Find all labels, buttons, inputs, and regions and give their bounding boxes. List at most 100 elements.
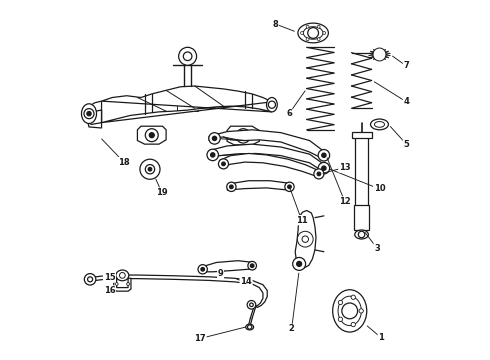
Circle shape bbox=[221, 162, 225, 166]
Polygon shape bbox=[209, 130, 324, 159]
Polygon shape bbox=[114, 278, 131, 291]
Circle shape bbox=[300, 32, 303, 35]
Ellipse shape bbox=[370, 119, 389, 130]
Polygon shape bbox=[88, 101, 101, 128]
Circle shape bbox=[198, 265, 207, 274]
Text: 6: 6 bbox=[286, 109, 292, 118]
Circle shape bbox=[247, 301, 256, 309]
Circle shape bbox=[201, 267, 204, 271]
Circle shape bbox=[317, 38, 320, 41]
Polygon shape bbox=[227, 181, 292, 190]
Polygon shape bbox=[220, 153, 320, 176]
Circle shape bbox=[317, 25, 320, 28]
Circle shape bbox=[84, 109, 94, 119]
Circle shape bbox=[146, 165, 155, 174]
Circle shape bbox=[323, 32, 326, 35]
Circle shape bbox=[149, 133, 154, 138]
Ellipse shape bbox=[245, 324, 254, 330]
Ellipse shape bbox=[298, 23, 328, 43]
Circle shape bbox=[314, 169, 324, 179]
Circle shape bbox=[308, 28, 319, 39]
Ellipse shape bbox=[303, 27, 323, 39]
Circle shape bbox=[140, 159, 160, 179]
Circle shape bbox=[240, 133, 246, 139]
Text: 17: 17 bbox=[195, 334, 206, 343]
Circle shape bbox=[219, 159, 228, 169]
Circle shape bbox=[269, 101, 275, 108]
Circle shape bbox=[322, 166, 326, 170]
Circle shape bbox=[351, 323, 355, 327]
Circle shape bbox=[359, 309, 364, 313]
Text: 15: 15 bbox=[103, 273, 115, 282]
Polygon shape bbox=[209, 144, 324, 172]
Text: 19: 19 bbox=[156, 188, 168, 197]
Text: 13: 13 bbox=[339, 163, 350, 172]
Text: 7: 7 bbox=[403, 62, 409, 71]
Circle shape bbox=[342, 303, 358, 319]
Polygon shape bbox=[200, 261, 254, 272]
Circle shape bbox=[183, 52, 192, 60]
Circle shape bbox=[288, 185, 291, 189]
Text: 8: 8 bbox=[272, 19, 278, 28]
Text: 3: 3 bbox=[374, 244, 380, 253]
Circle shape bbox=[84, 274, 96, 285]
Ellipse shape bbox=[81, 104, 97, 123]
Circle shape bbox=[297, 231, 313, 247]
Circle shape bbox=[227, 182, 236, 192]
Circle shape bbox=[211, 153, 215, 157]
Circle shape bbox=[338, 300, 343, 305]
Circle shape bbox=[285, 182, 294, 192]
Circle shape bbox=[236, 129, 250, 143]
Circle shape bbox=[338, 317, 343, 321]
Text: 1: 1 bbox=[378, 333, 384, 342]
Text: 4: 4 bbox=[403, 97, 409, 106]
Circle shape bbox=[230, 185, 233, 189]
Circle shape bbox=[87, 112, 91, 116]
Circle shape bbox=[209, 133, 221, 144]
Polygon shape bbox=[351, 132, 371, 138]
Circle shape bbox=[296, 261, 302, 266]
Circle shape bbox=[179, 47, 196, 65]
Ellipse shape bbox=[338, 296, 361, 325]
Circle shape bbox=[115, 283, 118, 285]
Ellipse shape bbox=[116, 270, 129, 281]
Circle shape bbox=[88, 277, 93, 282]
Circle shape bbox=[302, 236, 309, 242]
Circle shape bbox=[126, 283, 129, 285]
Polygon shape bbox=[101, 86, 272, 123]
Text: 18: 18 bbox=[118, 158, 129, 167]
Polygon shape bbox=[295, 211, 316, 268]
Circle shape bbox=[318, 162, 330, 174]
Circle shape bbox=[120, 273, 125, 278]
Polygon shape bbox=[227, 126, 259, 145]
Circle shape bbox=[317, 172, 320, 176]
Ellipse shape bbox=[374, 122, 385, 127]
Polygon shape bbox=[177, 87, 198, 111]
Circle shape bbox=[250, 264, 254, 267]
Text: 9: 9 bbox=[218, 269, 223, 278]
Circle shape bbox=[306, 38, 309, 41]
Circle shape bbox=[212, 136, 217, 140]
Text: 2: 2 bbox=[289, 324, 294, 333]
Circle shape bbox=[207, 149, 219, 161]
Polygon shape bbox=[137, 126, 166, 144]
Text: 14: 14 bbox=[240, 276, 252, 285]
Ellipse shape bbox=[333, 290, 367, 332]
Text: 10: 10 bbox=[374, 184, 385, 193]
Circle shape bbox=[322, 153, 326, 157]
Polygon shape bbox=[354, 205, 369, 230]
Text: 11: 11 bbox=[296, 216, 308, 225]
Circle shape bbox=[373, 48, 386, 61]
Circle shape bbox=[248, 261, 256, 270]
Text: 12: 12 bbox=[339, 197, 350, 206]
Circle shape bbox=[293, 257, 306, 270]
Ellipse shape bbox=[267, 98, 277, 112]
Polygon shape bbox=[90, 275, 267, 307]
Circle shape bbox=[351, 295, 355, 300]
Circle shape bbox=[318, 149, 330, 161]
Circle shape bbox=[358, 231, 365, 238]
Circle shape bbox=[250, 303, 253, 307]
Circle shape bbox=[306, 25, 309, 28]
Text: 5: 5 bbox=[403, 140, 409, 149]
Polygon shape bbox=[355, 137, 368, 209]
